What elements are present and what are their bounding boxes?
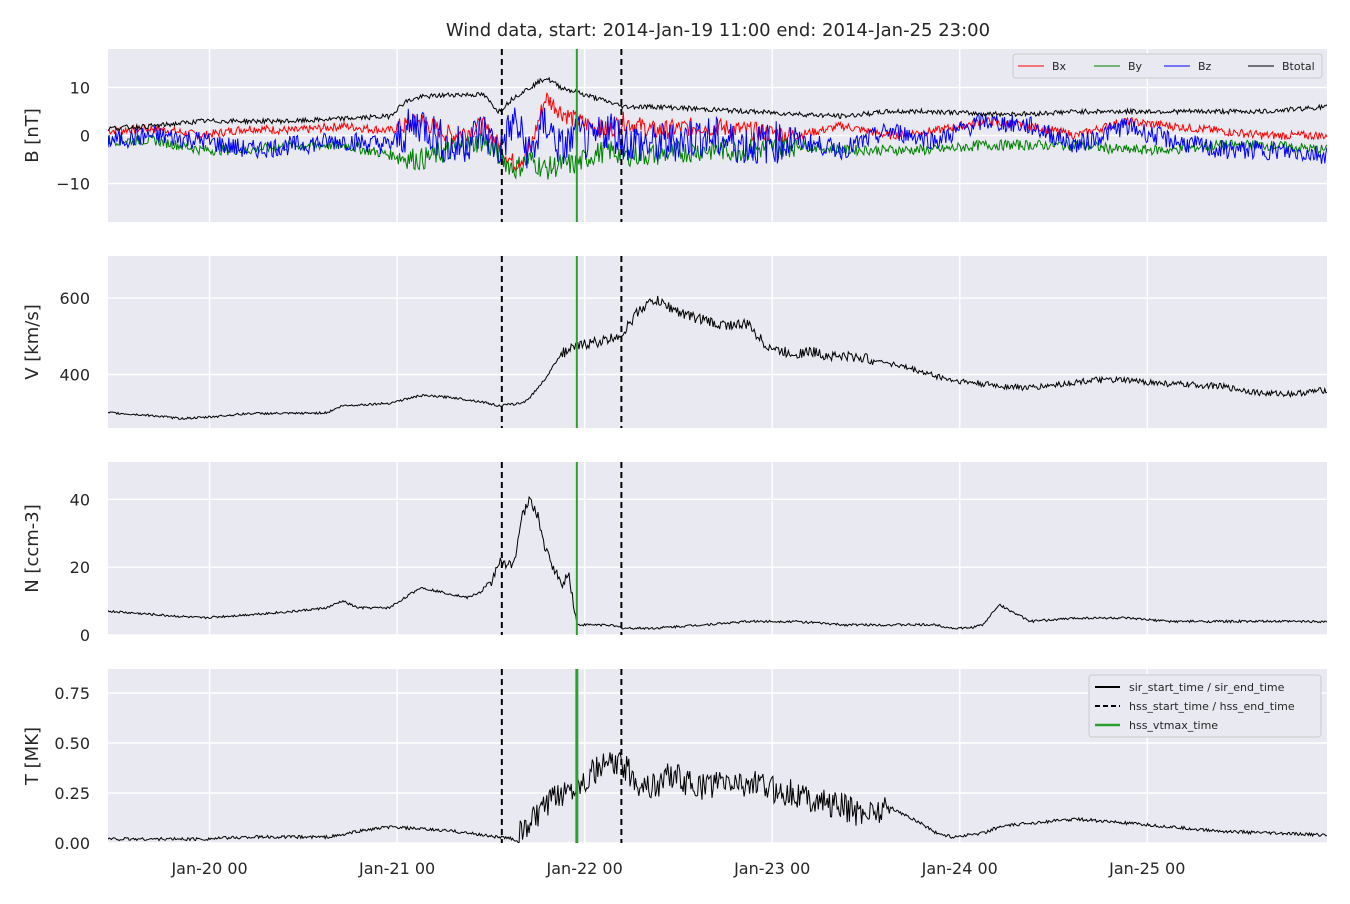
series-line-v — [108, 295, 1327, 420]
x-tick-label: Jan-23 00 — [733, 859, 810, 878]
y-axis-label: T [MK] — [22, 727, 43, 786]
panel-background — [108, 256, 1327, 428]
y-tick-label: 0.00 — [54, 834, 90, 853]
x-tick-label: Jan-22 00 — [546, 859, 623, 878]
legend-label: sir_start_time / sir_end_time — [1129, 681, 1285, 694]
series-group — [108, 295, 1327, 420]
event-times-legend: sir_start_time / sir_end_time hss_start_t… — [1088, 674, 1322, 738]
panel-background — [108, 462, 1327, 635]
x-axis: Jan-20 00 Jan-21 00 Jan-22 00 Jan-23 00 Jan-… — [170, 859, 1185, 878]
y-tick-label: 0.25 — [54, 784, 90, 803]
x-tick-label: Jan-25 00 — [1108, 859, 1185, 878]
series-line-n — [108, 495, 1327, 631]
panel-2: 600 400 V [km/s] — [22, 256, 1327, 428]
y-axis-label: B [nT] — [22, 108, 43, 163]
y-tick-label: 20 — [70, 558, 90, 577]
series-line-btotal — [108, 76, 1327, 131]
series-line-bz — [108, 107, 1327, 169]
legend-frame — [1088, 674, 1322, 738]
series-group — [108, 76, 1327, 180]
series-line-t — [108, 751, 1327, 843]
y-tick-label: 0.75 — [54, 684, 90, 703]
y-axis-label: N [ccm-3] — [22, 504, 43, 593]
x-tick-label: Jan-21 00 — [358, 859, 435, 878]
legend-label-bx: Bx — [1052, 60, 1067, 73]
chart-title: Wind data, start: 2014-Jan-19 11:00 end:… — [446, 20, 990, 41]
y-tick-label: 400 — [59, 365, 90, 384]
y-tick-label: 0 — [80, 127, 90, 146]
panel-3: 40 20 0 N [ccm-3] — [22, 462, 1327, 645]
y-axis-label: V [km/s] — [22, 304, 43, 379]
y-tick-label: 40 — [70, 490, 90, 509]
y-tick-label: 0 — [80, 626, 90, 645]
legend-label: hss_vtmax_time — [1129, 719, 1218, 732]
y-tick-label: 0.50 — [54, 734, 90, 753]
legend-label-btotal: Btotal — [1282, 60, 1315, 73]
series-group — [108, 495, 1327, 631]
y-tick-label: −10 — [56, 175, 90, 194]
legend-label: hss_start_time / hss_end_time — [1129, 700, 1295, 713]
series-group — [108, 751, 1327, 843]
y-tick-label: 600 — [59, 289, 90, 308]
x-tick-label: Jan-20 00 — [170, 859, 247, 878]
y-tick-label: 10 — [70, 78, 90, 97]
legend-label-bz: Bz — [1198, 60, 1212, 73]
series-line-by — [108, 133, 1327, 180]
b-field-legend: Bx By Bz Btotal — [1012, 53, 1323, 79]
x-tick-label: Jan-24 00 — [921, 859, 998, 878]
legend-label-by: By — [1128, 60, 1143, 73]
